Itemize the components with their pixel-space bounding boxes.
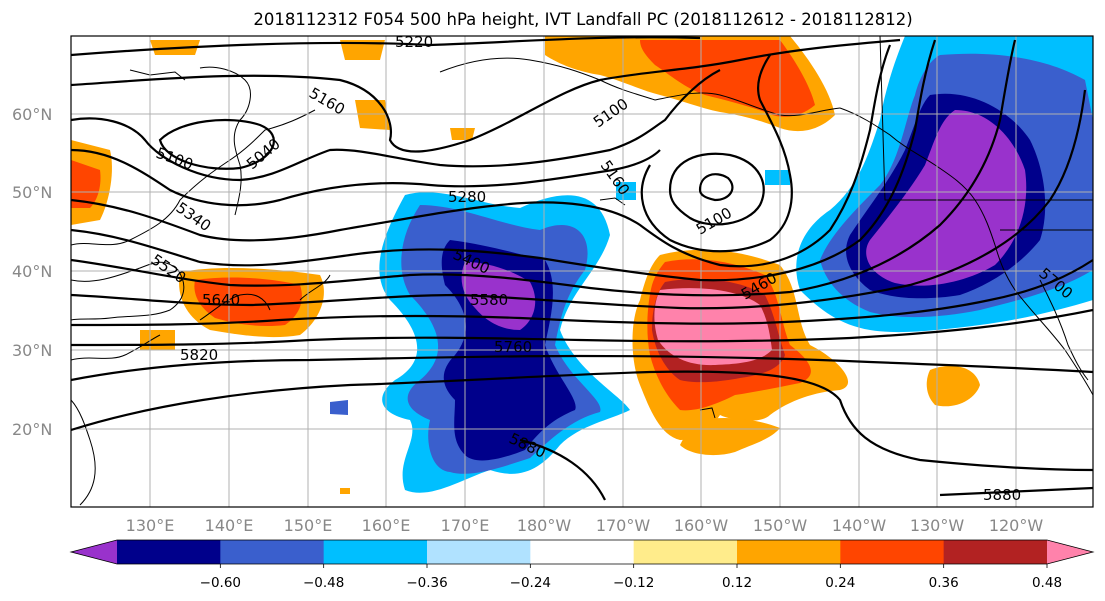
longitude-label: 160°E bbox=[362, 516, 411, 535]
longitude-labels: 130°E 140°E 150°E 160°E 170°E 180°W 170°… bbox=[126, 516, 1044, 535]
longitude-label: 130°E bbox=[126, 516, 175, 535]
ivt-negative-central bbox=[330, 192, 630, 493]
longitude-label: 130°W bbox=[910, 516, 965, 535]
colorbar-segment bbox=[117, 540, 221, 564]
colorbar-tick-label: −0.24 bbox=[510, 575, 551, 591]
contour-label: 5640 bbox=[202, 291, 240, 309]
contour-label: 5220 bbox=[395, 33, 433, 51]
colorbar-segment bbox=[220, 540, 325, 564]
map-panel: 5220 5160 5100 5040 5340 5520 5640 5820 … bbox=[71, 33, 1093, 507]
contour-label: 5280 bbox=[448, 188, 486, 206]
colorbar-tick-label: −0.36 bbox=[406, 575, 447, 591]
colorbar-tick-label: 0.12 bbox=[722, 575, 752, 591]
colorbar-segment bbox=[323, 540, 428, 564]
colorbar-segment bbox=[737, 540, 841, 564]
map-title: 2018112312 F054 500 hPa height, IVT Land… bbox=[253, 10, 912, 29]
colorbar-outline bbox=[69, 539, 1095, 565]
longitude-label: 170°W bbox=[596, 516, 651, 535]
longitude-label: 140°W bbox=[832, 516, 887, 535]
latitude-labels: 60°N 50°N 40°N 30°N 20°N bbox=[12, 105, 52, 439]
contour-label: 5880 bbox=[983, 486, 1021, 504]
contour-label: 5760 bbox=[494, 338, 532, 356]
colorbar-segment bbox=[1047, 540, 1093, 564]
contour-label: 5580 bbox=[470, 291, 508, 309]
colorbar-tick-label: 0.24 bbox=[825, 575, 855, 591]
ivt-negative-northeast bbox=[616, 36, 1093, 333]
colorbar-segment bbox=[943, 540, 1048, 564]
colorbar-tick-label: −0.12 bbox=[613, 575, 654, 591]
longitude-label: 150°W bbox=[753, 516, 808, 535]
latitude-label: 30°N bbox=[12, 341, 52, 360]
colorbar-segment bbox=[633, 540, 738, 564]
colorbar-segment bbox=[530, 540, 635, 564]
longitude-label: 140°E bbox=[205, 516, 254, 535]
latitude-label: 50°N bbox=[12, 183, 52, 202]
longitude-label: 150°E bbox=[284, 516, 333, 535]
latitude-label: 60°N bbox=[12, 105, 52, 124]
longitude-label: 160°W bbox=[674, 516, 729, 535]
colorbar-tick-label: −0.60 bbox=[200, 575, 241, 591]
colorbar-tick-label: 0.48 bbox=[1032, 575, 1062, 591]
colorbar: −0.60 −0.48 −0.36 −0.24 −0.12 0.12 0.24 0.36 0.4… bbox=[69, 539, 1095, 591]
colorbar-tick-label: 0.36 bbox=[929, 575, 959, 591]
coastlines bbox=[71, 36, 1093, 506]
colorbar-tick-label: −0.48 bbox=[303, 575, 344, 591]
longitude-label: 170°E bbox=[441, 516, 490, 535]
latitude-label: 20°N bbox=[12, 420, 52, 439]
colorbar-segment bbox=[840, 540, 945, 564]
contour-label: 5820 bbox=[180, 346, 218, 364]
latitude-label: 40°N bbox=[12, 262, 52, 281]
longitude-label: 120°W bbox=[989, 516, 1044, 535]
colorbar-segment bbox=[427, 540, 531, 564]
colorbar-segment bbox=[71, 540, 117, 564]
map-frame bbox=[70, 35, 1094, 508]
longitude-label: 180°W bbox=[517, 516, 572, 535]
height-contours bbox=[71, 36, 1093, 501]
